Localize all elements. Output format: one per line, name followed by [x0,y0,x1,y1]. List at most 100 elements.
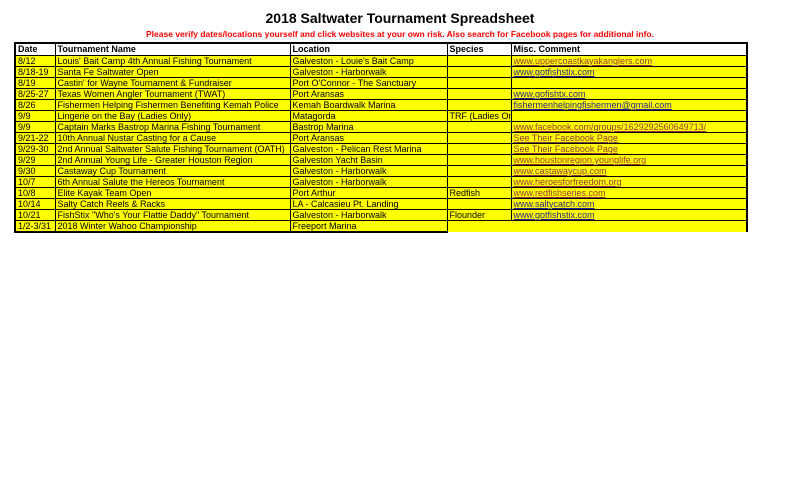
column-header-tournament-name: Tournament Name [54,42,291,56]
cell-location: Port Aransas [289,132,448,144]
cell-species: Redfish [446,187,512,199]
cell-tournament-name: Fishermen Helping Fishermen Benefiting K… [54,99,291,111]
cell-tournament-name: Castaway Cup Tournament [54,165,291,177]
table-row: 10/14 Salty Catch Reels & Racks LA - Calca… [14,198,748,210]
cell-location: Kemah Boardwalk Marina [289,99,448,111]
cell-tournament-name: 2nd Annual Young Life - Greater Houston … [54,154,291,166]
comment-link[interactable]: www.heroesforfreedom.org [513,177,622,187]
table-row: 10/21 FishStix "Who's Your Flattie Daddy"… [14,209,748,221]
cell-species [446,132,512,144]
cell-comment: www.houstonregion.younglife.org [510,154,748,166]
table-row: 8/18-19 Santa Fe Saltwater Open Galveston … [14,66,748,78]
comment-link[interactable]: www.gotfishstix.com [513,67,595,77]
cell-location: Matagorda [289,110,448,122]
table-row: 10/7 6th Annual Salute the Hereos Tournam… [14,176,748,188]
cell-location: Galveston - Harborwalk [289,209,448,221]
cell-tournament-name: Castin' for Wayne Tournament & Fundraise… [54,77,291,89]
comment-link[interactable]: www.houstonregion.younglife.org [513,155,647,165]
cell-tournament-name: Elite Kayak Team Open [54,187,291,199]
cell-date: 10/21 [14,209,56,221]
table-row: 9/21-22 10th Annual Nustar Casting for a … [14,132,748,144]
cell-date: 10/14 [14,198,56,210]
cell-date: 8/19 [14,77,56,89]
cell-comment: fishermenhelpingfishermen@gmail.com [510,99,748,111]
cell-date: 9/30 [14,165,56,177]
cell-comment: www.heroesforfreedom.org [510,176,748,188]
cell-date: 9/29 [14,154,56,166]
cell-comment: www.facebook.com/groups/1629292560649713… [510,121,748,133]
comment-link[interactable]: See Their Facebook Page [513,133,618,143]
table-row: 9/9 Captain Marks Bastrop Marina Fishing … [14,121,748,133]
cell-tournament-name: 2018 Winter Wahoo Championship [54,220,291,233]
cell-comment: www.gofishtx.com [510,88,748,100]
cell-location: Bastrop Marina [289,121,448,133]
cell-location: Freeport Marina [289,220,448,233]
cell-comment [510,77,748,89]
column-header-date: Date [14,42,56,56]
comment-link[interactable]: fishermenhelpingfishermen@gmail.com [513,100,672,110]
table-row: 9/30 Castaway Cup Tournament Galveston - H… [14,165,748,177]
tournament-table: Date Tournament Name Location Species Mi… [14,42,748,233]
cell-date: 1/2-3/31 [14,220,56,233]
cell-date: 8/18-19 [14,66,56,78]
table-row: 8/26 Fishermen Helping Fishermen Benefiti… [14,99,748,111]
cell-location: Galveston - Harborwalk [289,165,448,177]
warning-text: Please verify dates/locations yourself a… [146,29,654,39]
comment-link[interactable]: www.gofishtx.com [513,89,586,99]
cell-species [446,77,512,89]
cell-tournament-name: Lingerie on the Bay (Ladies Only) [54,110,291,122]
cell-location: Port Arthur [289,187,448,199]
comment-link[interactable]: www.redfishseries.com [513,188,606,198]
cell-location: Galveston - Louie's Bait Camp [289,55,448,67]
cell-tournament-name: 2nd Annual Saltwater Salute Fishing Tour… [54,143,291,155]
cell-species [446,55,512,67]
cell-location: Galveston Yacht Basin [289,154,448,166]
cell-comment: See Their Facebook Page [510,132,748,144]
column-header-misc-comment: Misc. Comment [510,42,748,56]
cell-date: 9/21-22 [14,132,56,144]
cell-tournament-name: FishStix "Who's Your Flattie Daddy" Tour… [54,209,291,221]
table-row: 1/2-3/31 2018 Winter Wahoo Championship Fr… [14,220,748,233]
cell-date: 10/7 [14,176,56,188]
cell-date: 9/9 [14,110,56,122]
cell-species [446,99,512,111]
cell-location: LA - Calcasieu Pt. Landing [289,198,448,210]
comment-link[interactable]: www.castawaycup.com [513,166,607,176]
cell-species [446,165,512,177]
cell-species [446,143,512,155]
table-row: 9/9 Lingerie on the Bay (Ladies Only) Mata… [14,110,748,122]
cell-species [446,121,512,133]
cell-tournament-name: Santa Fe Saltwater Open [54,66,291,78]
cell-location: Galveston - Pelican Rest Marina [289,143,448,155]
table-row: 9/29-30 2nd Annual Saltwater Salute Fishi… [14,143,748,155]
cell-comment: www.gotfishstix.com [510,66,748,78]
header-row: Date Tournament Name Location Species Mi… [14,42,748,56]
comment-link[interactable]: www.gotfishstix.com [513,210,595,220]
cell-comment: www.gotfishstix.com [510,209,748,221]
cell-tournament-name: 6th Annual Salute the Hereos Tournament [54,176,291,188]
cell-date: 8/25-27 [14,88,56,100]
cell-date: 8/26 [14,99,56,111]
cell-date: 9/29-30 [14,143,56,155]
table-row: 8/12 Louis' Bait Camp 4th Annual Fishing … [14,55,748,67]
cell-species [446,198,512,210]
cell-comment [510,110,748,122]
cell-date: 9/9 [14,121,56,133]
cell-date: 8/12 [14,55,56,67]
cell-comment: www.castawaycup.com [510,165,748,177]
comment-link[interactable]: www.uppercoastkayakanglers.com [513,56,653,66]
cell-tournament-name: 10th Annual Nustar Casting for a Cause [54,132,291,144]
table-row: 8/19 Castin' for Wayne Tournament & Fundr… [14,77,748,89]
table-row: 10/8 Elite Kayak Team Open Port Arthur Redf… [14,187,748,199]
cell-location: Port Aransas [289,88,448,100]
table-header: Date Tournament Name Location Species Mi… [14,42,748,56]
cell-date: 10/8 [14,187,56,199]
column-header-location: Location [289,42,448,56]
comment-link[interactable]: See Their Facebook Page [513,144,618,154]
cell-species: Flounder [446,209,512,221]
comment-link[interactable]: www.facebook.com/groups/1629292560649713… [513,122,707,132]
comment-link[interactable]: www.saltycatch.com [513,199,595,209]
cell-comment: www.saltycatch.com [510,198,748,210]
cell-species [446,176,512,188]
cell-location: Port O'Connor - The Sanctuary [289,77,448,89]
